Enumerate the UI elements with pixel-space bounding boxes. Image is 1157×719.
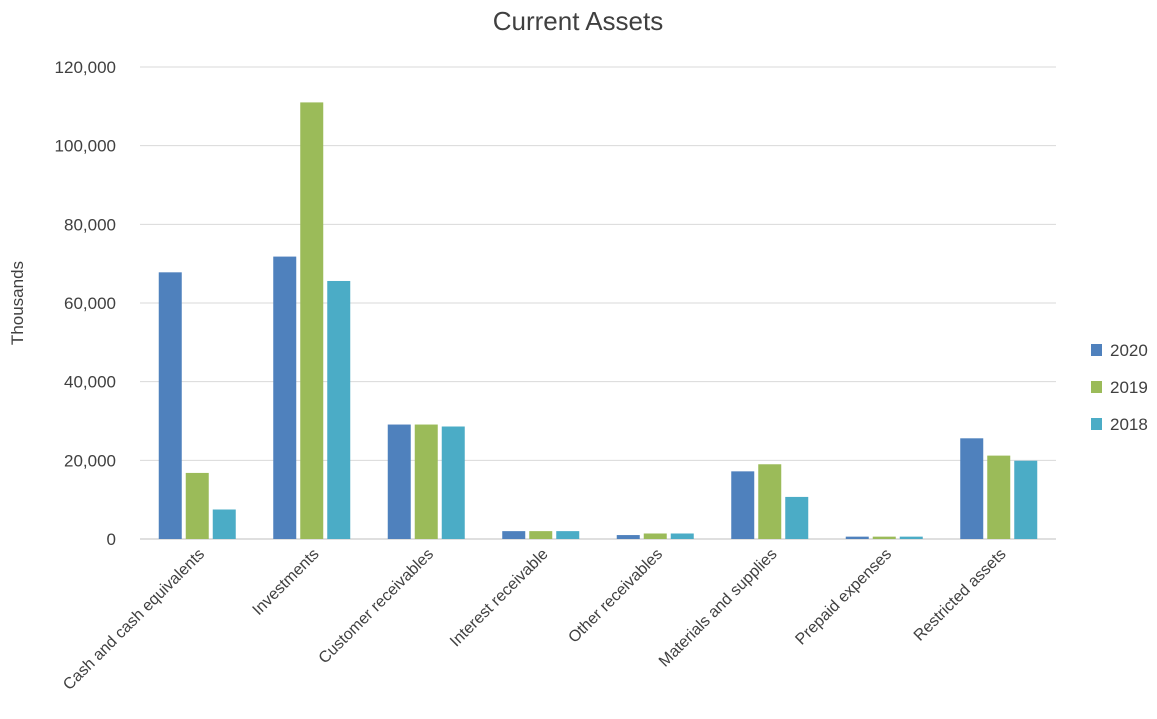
bar (273, 256, 297, 539)
y-tick-label: 40,000 (64, 373, 116, 392)
bar (845, 536, 869, 539)
bar (670, 533, 694, 539)
y-axis-label: Thousands (8, 261, 27, 345)
x-axis-categories: Cash and cash equivalents InvestmentsCust… (60, 546, 1009, 694)
bar (616, 535, 640, 539)
y-tick-label: 120,000 (55, 58, 116, 77)
bar (327, 280, 351, 539)
y-tick-label: 80,000 (64, 215, 116, 234)
bar (387, 424, 411, 539)
x-category-label: Customer receivables (316, 546, 437, 667)
x-category-label: Restricted assets (911, 546, 1010, 645)
bar (1014, 460, 1038, 539)
bar (441, 426, 465, 539)
y-tick-label: 20,000 (64, 451, 116, 470)
bar (731, 471, 755, 539)
legend-item: 2019 (1091, 378, 1148, 397)
bar (158, 272, 182, 539)
legend-swatch (1091, 418, 1102, 430)
legend-swatch (1091, 381, 1102, 393)
y-tick-label: 60,000 (64, 294, 116, 313)
bar (872, 536, 896, 539)
legend-label: 2019 (1110, 378, 1148, 397)
bar (414, 424, 438, 539)
bar (987, 455, 1011, 539)
y-tick-label: 0 (107, 530, 116, 549)
bar (899, 536, 923, 539)
bar (529, 531, 553, 539)
legend-item: 2020 (1091, 341, 1148, 360)
bar (785, 496, 809, 539)
x-category-label: Cash and cash equivalents (60, 546, 208, 694)
bar (556, 531, 580, 539)
bar (300, 102, 324, 540)
legend-swatch (1091, 344, 1102, 356)
legend: 2020 2019 2018 (1091, 341, 1148, 434)
bar (502, 531, 526, 539)
bars (158, 102, 1038, 540)
bar (212, 509, 236, 539)
x-category-label: Investments (250, 546, 323, 619)
y-tick-label: 100,000 (55, 137, 116, 156)
x-category-label: Other receivables (565, 546, 666, 647)
bar (758, 464, 782, 539)
chart-title: Current Assets (493, 6, 664, 36)
bar (643, 533, 667, 539)
x-category-label: Interest receivable (447, 546, 552, 651)
bar (185, 472, 209, 539)
bar (960, 438, 984, 539)
x-category-label: Materials and supplies (656, 546, 781, 671)
legend-label: 2018 (1110, 415, 1148, 434)
x-category-label: Prepaid expenses (792, 546, 895, 649)
legend-item: 2018 (1091, 415, 1148, 434)
legend-label: 2020 (1110, 341, 1148, 360)
y-axis-ticks: 0 20,000 40,000 60,000 80,000 100,000 120,000 (55, 58, 116, 549)
